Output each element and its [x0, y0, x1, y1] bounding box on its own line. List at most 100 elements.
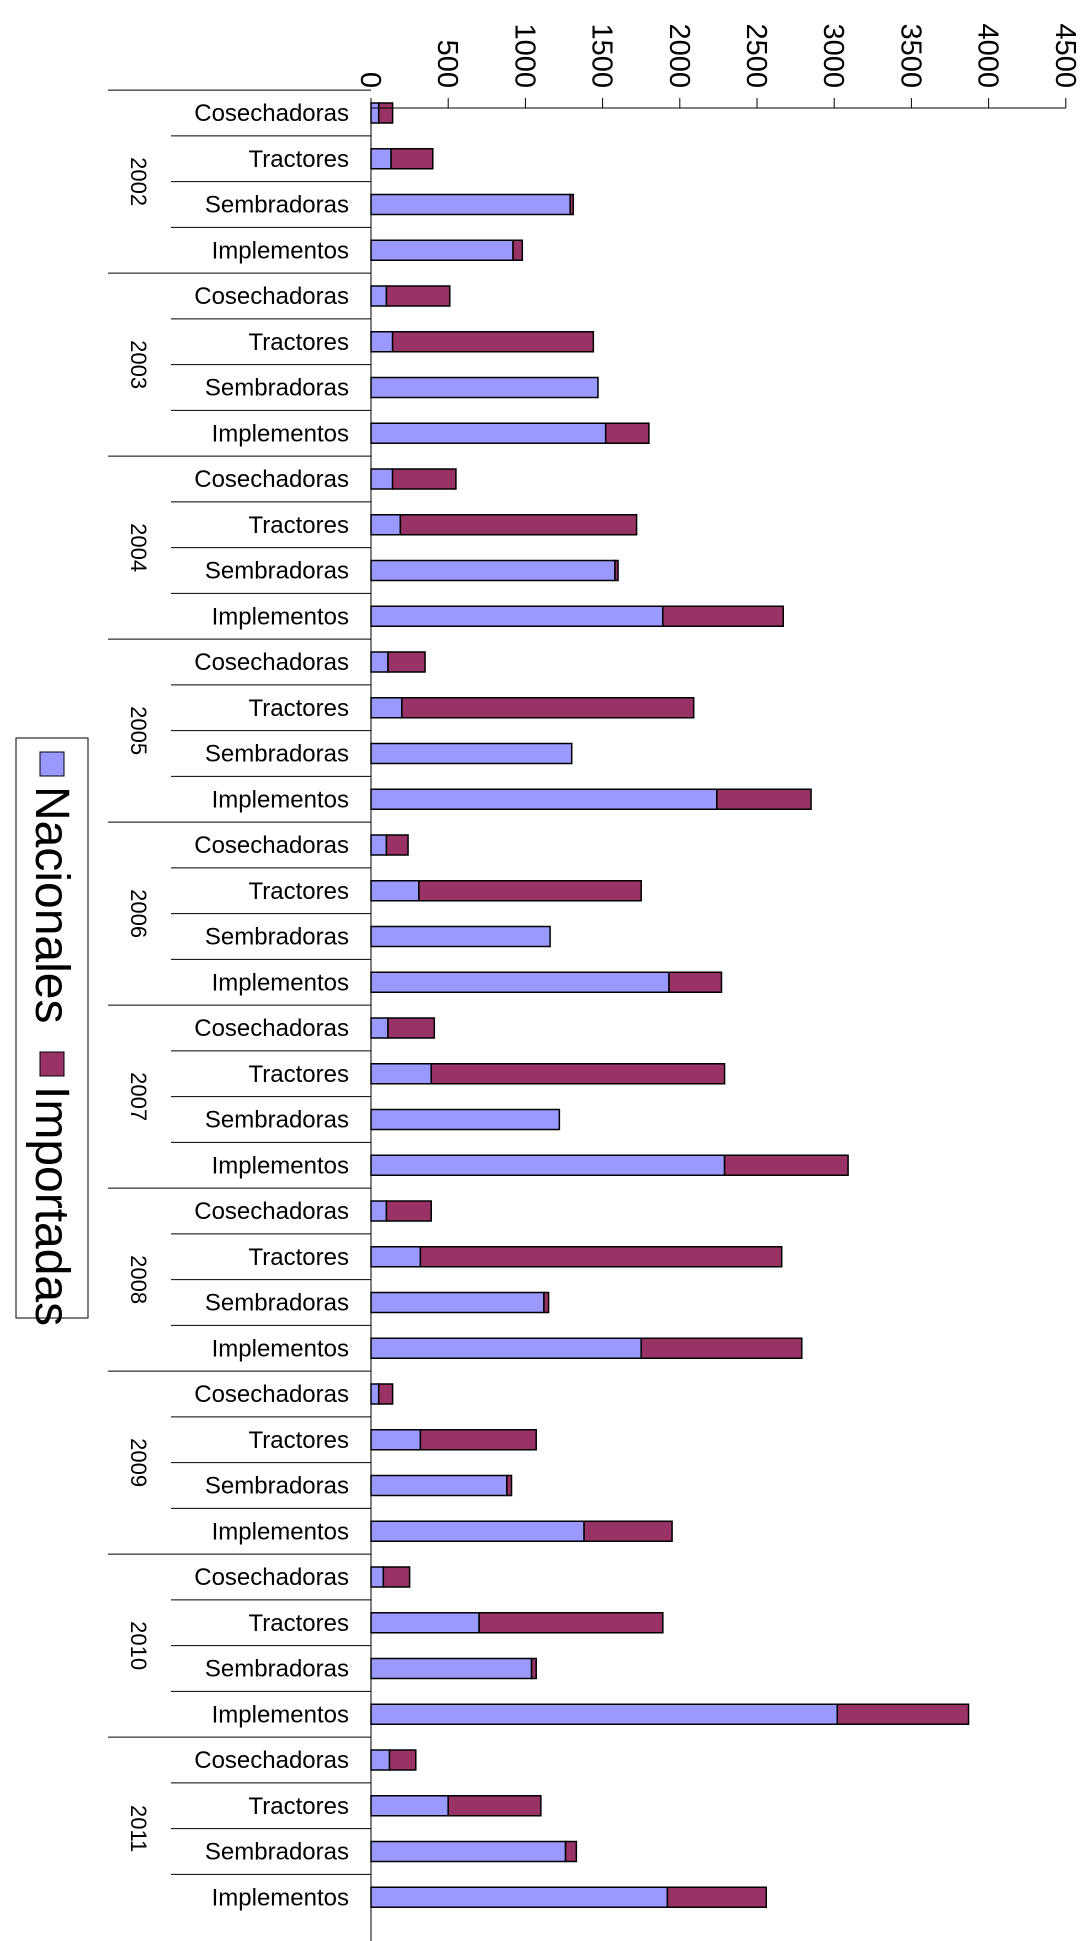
bar-importadas [385, 285, 451, 307]
category-labels: 2002 Cosechadoras Tractores Sembradoras Impl… [108, 89, 371, 1911]
category-label: Sembradoras [205, 1839, 349, 1866]
category-label: Cosechadoras [194, 283, 349, 310]
x-tick-label: 1500 [586, 23, 618, 88]
bar-nacionales [370, 651, 389, 673]
bar-nacionales [370, 697, 403, 719]
bar-importadas [385, 1200, 432, 1222]
bar-nacionales [370, 422, 607, 444]
x-axis-ticks: 0 500 1000 1500 2000 2500 3000 3500 4000 4500 [354, 23, 1081, 1941]
bar-nacionales [370, 1063, 432, 1085]
category-label: Cosechadoras [194, 466, 349, 493]
bar-nacionales [370, 1017, 389, 1039]
bar-nacionales [370, 1200, 388, 1222]
category-label: Cosechadoras [194, 649, 349, 676]
category-label: Tractores [249, 878, 349, 905]
bar-importadas [418, 880, 642, 902]
bar-nacionales [370, 880, 420, 902]
bar-nacionales [370, 1612, 480, 1634]
bar-importadas [387, 651, 426, 673]
bar-nacionales [370, 1154, 726, 1176]
category-label: Cosechadoras [194, 100, 349, 127]
x-tick-label: 4000 [972, 23, 1004, 88]
category-label: Tractores [249, 329, 349, 356]
category-label: Implementos [212, 1335, 349, 1362]
category-label: Cosechadoras [194, 1198, 349, 1225]
legend-label-importadas: Importadas [25, 1086, 78, 1326]
category-label: Sembradoras [205, 1290, 349, 1317]
year-label: 2007 [126, 1072, 151, 1121]
year-label: 2009 [126, 1438, 151, 1487]
bar-importadas [447, 1795, 542, 1817]
bar-importadas [662, 605, 784, 627]
legend-label-nacionales: Nacionales [25, 786, 78, 1023]
plot-area [370, 102, 970, 1908]
category-label: Tractores [249, 1244, 349, 1271]
bar-importadas [390, 148, 434, 170]
bar-importadas [512, 239, 524, 261]
legend-box [15, 737, 89, 1319]
category-label: Cosechadoras [194, 1747, 349, 1774]
category-label: Implementos [212, 237, 349, 264]
bar-importadas [391, 468, 457, 490]
category-label: Implementos [212, 1152, 349, 1179]
bar-nacionales [370, 1429, 422, 1451]
bar-nacionales [370, 1840, 567, 1863]
bar-importadas [478, 1612, 664, 1634]
bar-importadas [419, 1246, 783, 1268]
year-label: 2006 [126, 889, 151, 938]
category-label: Sembradoras [205, 192, 349, 219]
category-label: Tractores [249, 1427, 349, 1454]
bar-importadas [564, 1840, 578, 1863]
x-tick-label: 500 [431, 40, 463, 88]
x-tick-label: 2500 [740, 23, 772, 88]
category-label: Sembradoras [205, 924, 349, 951]
bar-importadas [399, 514, 638, 536]
category-label: Implementos [212, 603, 349, 630]
bar-nacionales [370, 285, 388, 307]
category-label: Implementos [212, 420, 349, 447]
category-label: Sembradoras [205, 1473, 349, 1500]
bar-nacionales [370, 148, 392, 170]
bar-importadas [666, 1886, 768, 1908]
bar-nacionales [370, 605, 664, 627]
category-label: Implementos [212, 1884, 349, 1911]
bar-nacionales [370, 468, 394, 490]
bar-nacionales [370, 1703, 839, 1725]
bar-importadas [836, 1703, 970, 1725]
category-label: Tractores [249, 1793, 349, 1820]
category-label: Sembradoras [205, 741, 349, 768]
category-label: Tractores [249, 1610, 349, 1637]
bar-importadas [385, 834, 409, 856]
bar-nacionales [370, 331, 394, 353]
bar-importadas [668, 971, 723, 993]
bar-nacionales [370, 1291, 545, 1314]
year-label: 2008 [126, 1255, 151, 1304]
bar-nacionales [370, 971, 670, 993]
bar-nacionales [370, 742, 573, 765]
bar-importadas [506, 1474, 513, 1497]
bar-nacionales [370, 1749, 391, 1771]
x-tick-label: 3000 [817, 23, 849, 88]
bar-importadas [430, 1063, 726, 1085]
x-tick-label: 4500 [1049, 23, 1081, 88]
category-label: Cosechadoras [194, 1564, 349, 1591]
category-label: Tractores [249, 695, 349, 722]
bar-nacionales [370, 193, 571, 216]
category-label: Sembradoras [205, 1107, 349, 1134]
category-label: Cosechadoras [194, 832, 349, 859]
category-label: Implementos [212, 1518, 349, 1545]
category-label: Tractores [249, 146, 349, 173]
category-label: Implementos [212, 969, 349, 996]
bar-importadas [543, 1291, 550, 1314]
bar-nacionales [370, 925, 551, 948]
bar-importadas [716, 788, 812, 810]
bar-nacionales [370, 1886, 669, 1908]
bar-nacionales [370, 514, 402, 536]
bar-nacionales [370, 559, 616, 582]
category-label: Sembradoras [205, 1656, 349, 1683]
category-label: Sembradoras [205, 558, 349, 585]
bar-importadas [604, 422, 650, 444]
legend-swatch-importadas [39, 1051, 65, 1077]
bar-importadas [377, 102, 394, 124]
x-tick-label: 2000 [663, 23, 695, 88]
